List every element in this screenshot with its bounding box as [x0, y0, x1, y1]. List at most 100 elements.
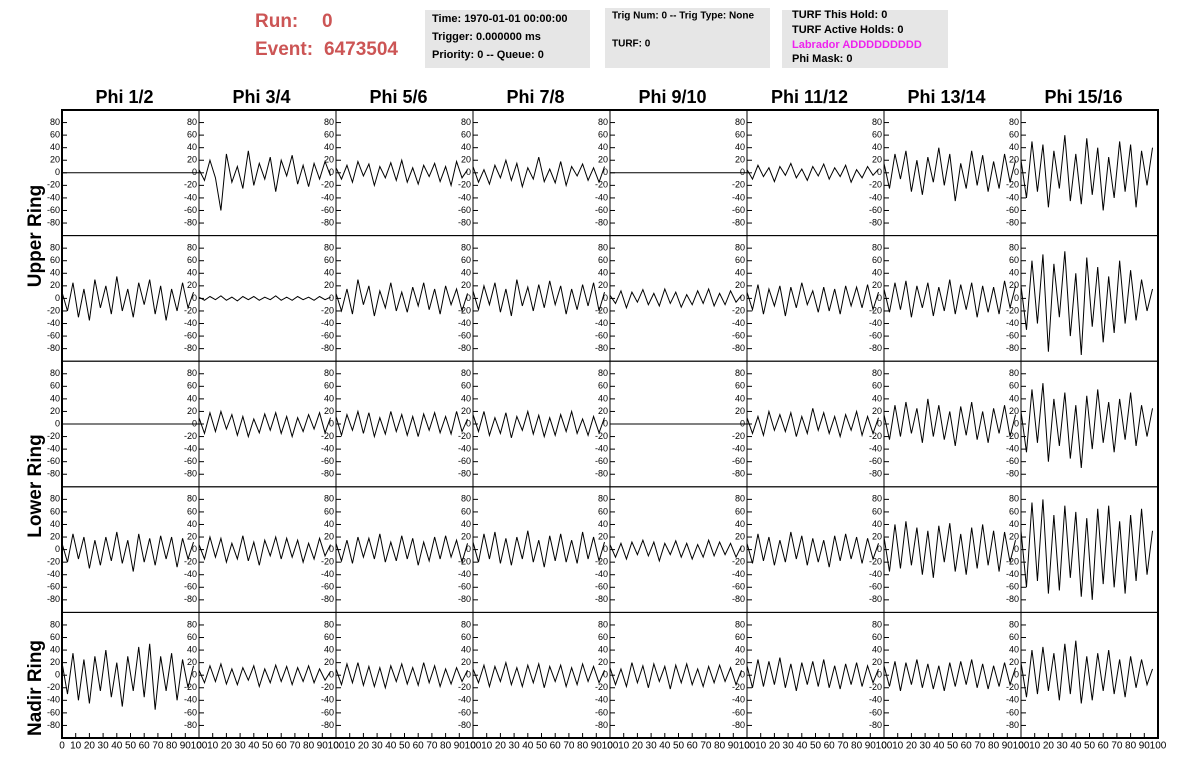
y-tick-label: -40	[47, 443, 60, 453]
y-tick-label: 60	[324, 255, 334, 265]
y-tick-label: 60	[461, 255, 471, 265]
y-tick-label: -60	[47, 456, 60, 466]
y-tick-label: 40	[872, 268, 882, 278]
y-tick-label: 80	[1009, 117, 1019, 127]
waveform	[472, 279, 606, 317]
y-tick-label: 80	[735, 117, 745, 127]
y-tick-label: 80	[598, 243, 608, 253]
y-tick-label: -20	[321, 305, 334, 315]
y-tick-label: 20	[50, 531, 60, 541]
y-tick-label: -20	[47, 431, 60, 441]
y-tick-label: -20	[732, 180, 745, 190]
run-value: 0	[322, 11, 333, 32]
y-tick-label: 40	[872, 519, 882, 529]
x-tick-label: 0	[744, 741, 750, 752]
waveform	[1020, 135, 1154, 211]
y-tick-label: 80	[598, 619, 608, 629]
y-tick-label: 80	[1009, 494, 1019, 504]
waveform	[61, 276, 194, 321]
x-tick-label: 80	[166, 741, 178, 752]
y-tick-label: -80	[321, 343, 334, 353]
waveform	[335, 279, 468, 317]
x-tick-label: 30	[920, 741, 932, 752]
y-tick-label: -80	[595, 217, 608, 227]
y-tick-label: -60	[184, 205, 197, 215]
y-tick-label: 60	[187, 632, 197, 642]
y-tick-label: 40	[50, 644, 60, 654]
y-tick-label: 20	[324, 657, 334, 667]
y-tick-label: 80	[50, 368, 60, 378]
y-tick-label: 20	[735, 657, 745, 667]
y-tick-label: 20	[598, 280, 608, 290]
y-tick-label: 20	[324, 155, 334, 165]
y-tick-label: 60	[872, 129, 882, 139]
y-tick-label: -40	[595, 695, 608, 705]
x-tick-label: 90	[1002, 741, 1014, 752]
y-tick-label: -80	[184, 469, 197, 479]
y-tick-label: 40	[735, 268, 745, 278]
y-tick-label: 40	[461, 644, 471, 654]
y-tick-label: 40	[187, 142, 197, 152]
info-line: Trigger: 0.000000 ms	[432, 31, 541, 43]
y-tick-label: -60	[732, 330, 745, 340]
y-tick-label: -80	[869, 217, 882, 227]
y-tick-label: 60	[735, 632, 745, 642]
x-tick-label: 10	[70, 741, 82, 752]
y-tick-label: 80	[461, 368, 471, 378]
y-tick-label: -40	[321, 569, 334, 579]
waveform	[609, 287, 742, 310]
y-tick-label: 60	[187, 506, 197, 516]
x-tick-label: 10	[755, 741, 767, 752]
y-tick-label: 0	[1014, 293, 1019, 303]
y-tick-label: -80	[732, 217, 745, 227]
y-tick-label: -20	[458, 305, 471, 315]
x-tick-label: 80	[714, 741, 726, 752]
waveform	[61, 643, 195, 710]
y-tick-label: 80	[50, 117, 60, 127]
panel-frame	[883, 109, 1022, 237]
waveform	[335, 409, 468, 439]
waveform	[1020, 640, 1153, 704]
trigger-line: Trig Num: 0 -- Trig Type: None	[612, 11, 754, 22]
y-tick-label: 20	[598, 657, 608, 667]
y-tick-label: -60	[869, 456, 882, 466]
panel-frame	[335, 235, 474, 362]
y-tick-label: 60	[598, 255, 608, 265]
y-tick-label: 20	[324, 406, 334, 416]
x-tick-label: 20	[495, 741, 507, 752]
y-tick-label: -20	[321, 557, 334, 567]
y-tick-label: 80	[461, 494, 471, 504]
x-tick-label: 40	[522, 741, 534, 752]
x-tick-label: 80	[303, 741, 315, 752]
x-tick-label: 90	[180, 741, 192, 752]
x-tick-label: 50	[125, 741, 137, 752]
y-tick-label: -60	[458, 707, 471, 717]
y-tick-label: -80	[869, 594, 882, 604]
y-tick-label: -80	[595, 594, 608, 604]
y-tick-label: 0	[740, 293, 745, 303]
info-line: Priority: 0 -- Queue: 0	[432, 49, 544, 61]
y-tick-label: -60	[1006, 582, 1019, 592]
y-tick-label: 0	[603, 670, 608, 680]
y-tick-label: 0	[877, 544, 882, 554]
waveform	[883, 279, 1017, 318]
y-tick-label: -60	[595, 456, 608, 466]
y-tick-label: 40	[598, 519, 608, 529]
y-tick-label: -60	[47, 330, 60, 340]
y-tick-label: 20	[187, 657, 197, 667]
waveform	[1020, 251, 1154, 355]
x-tick-label: 20	[632, 741, 644, 752]
y-tick-label: -60	[458, 456, 471, 466]
y-tick-label: 60	[872, 632, 882, 642]
y-tick-label: 40	[50, 268, 60, 278]
y-tick-label: 20	[50, 406, 60, 416]
y-tick-label: 60	[324, 632, 334, 642]
panel-frame	[1020, 109, 1159, 237]
waveform	[609, 661, 742, 690]
row-label: Upper Ring	[25, 185, 46, 287]
waveform	[746, 657, 879, 691]
x-tick-label: 70	[563, 741, 575, 752]
y-tick-label: 0	[466, 293, 471, 303]
y-tick-label: -60	[732, 205, 745, 215]
y-tick-label: -60	[321, 330, 334, 340]
